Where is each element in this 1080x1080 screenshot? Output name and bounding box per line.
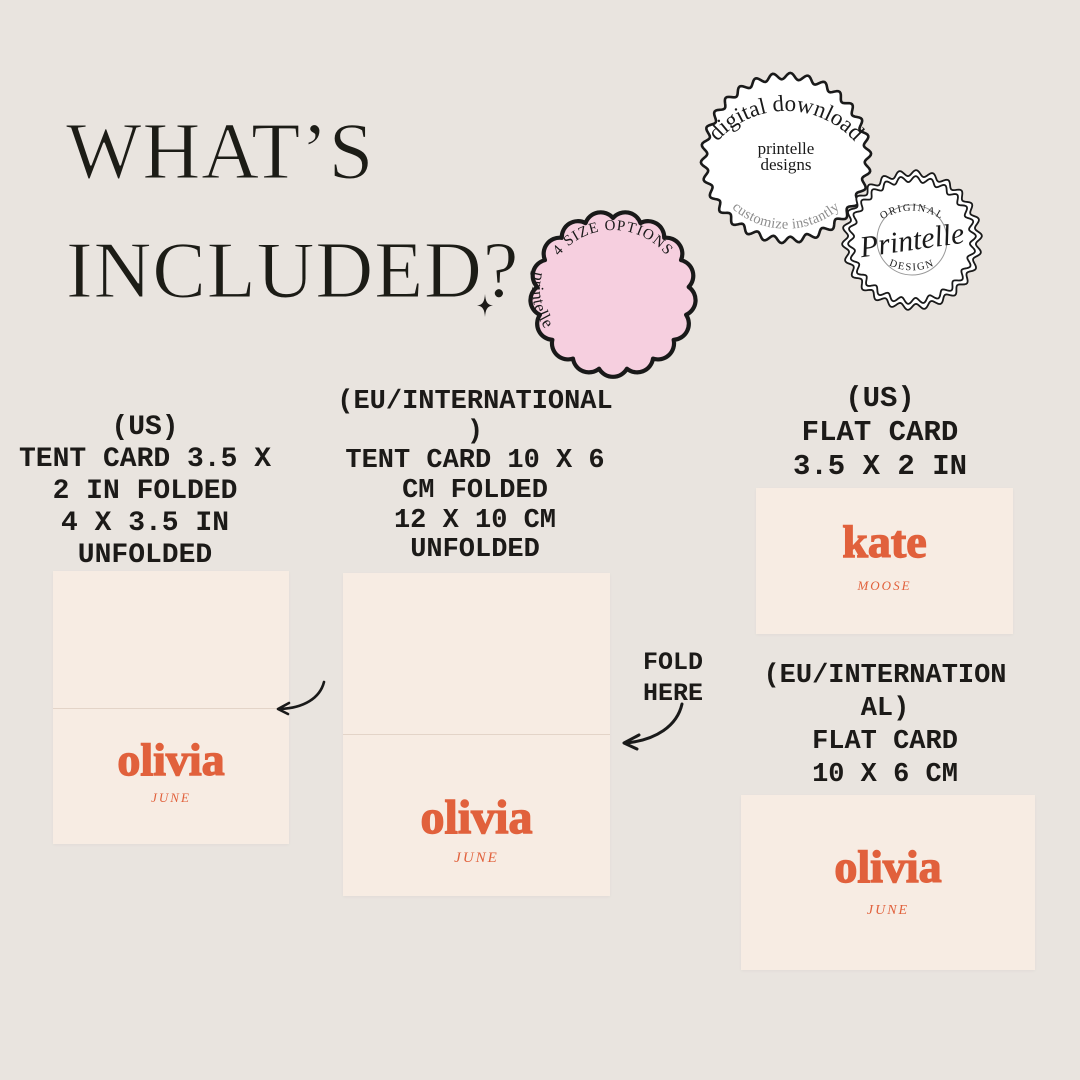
svg-text:WHAT’S: WHAT’S bbox=[66, 108, 374, 196]
svg-text:INCLUDED?: INCLUDED? bbox=[66, 227, 519, 315]
svg-text:designs: designs bbox=[761, 155, 812, 174]
